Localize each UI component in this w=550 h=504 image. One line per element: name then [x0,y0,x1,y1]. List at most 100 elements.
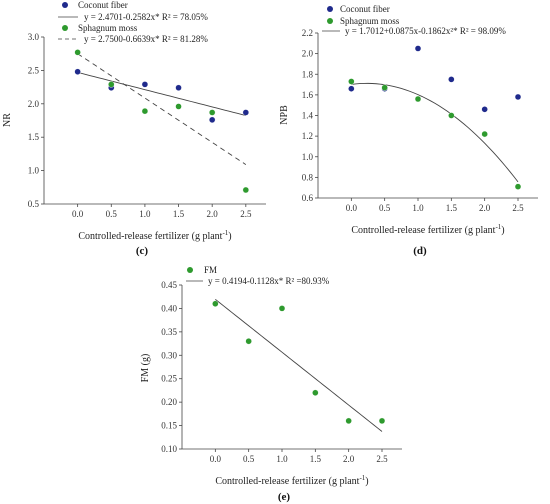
y-tick-label: 2.0 [302,49,314,59]
x-tick-label: 0.5 [379,203,391,213]
data-point-sphagnum-moss [414,95,422,103]
x-tick-label: 0.0 [346,203,358,213]
y-tick-label: 0.20 [161,397,177,407]
fit-line-sphagnum-moss [351,82,519,183]
y-axis-label: FM (g) [140,354,151,383]
y-tick-label: 2.0 [28,99,40,109]
x-axis-label-end: ) [501,225,504,236]
chart-legend: Coconut fiber y = 2.4701-0.2582x* R² = 7… [58,0,208,44]
legend-marker-coconut-fiber [62,2,68,8]
data-point-coconut-fiber [514,93,522,101]
data-point-fm [312,389,319,396]
legend-label-sphagnum-moss: Sphagnum moss [340,16,400,26]
legend-fit-label-sphagnum-moss: y = 1.7012+0.0875x-0.1862x²* R² = 98.09% [345,26,506,36]
y-tick-label: 0.25 [161,374,177,384]
y-tick-label: 1.2 [302,131,313,141]
legend-marker-sphagnum-moss [327,18,333,24]
panel-label: (c) [136,245,149,257]
x-axis-label-end: ) [228,231,231,242]
y-tick-label: 1.5 [28,132,40,142]
y-tick-label: 0.35 [161,327,177,337]
data-point-fm [212,300,219,307]
x-tick-label: 1.0 [412,203,424,213]
legend-label-sphagnum-moss: Sphagnum moss [78,23,138,33]
x-axis-label: Controlled-release fertilizer (g plant-1… [78,229,231,242]
legend-label-coconut-fiber: Coconut fiber [78,0,128,10]
panel-label: (d) [413,245,427,257]
chart-legend: FM y = 0.4194-0.1128x* R² =80.93% [186,265,330,286]
x-tick-label: 2.0 [343,454,355,464]
chart-panel-d: 0.0 0.5 1.0 1.5 2.0 2.5 0.6 0.8 1.0 1.2 1.4 1.6 1.8 2… [279,4,538,257]
x-axis-label: Controlled-release fertilizer (g plant-1… [351,223,504,236]
data-point-fm [278,305,286,312]
data-point-fm [345,417,352,425]
data-point-coconut-fiber [141,81,149,88]
chart-legend: Coconut fiber Sphagnum moss y = 1.7012+0… [322,4,506,36]
data-point-fm [245,338,252,345]
data-point-sphagnum-moss [242,186,250,194]
legend-marker-sphagnum-moss [62,25,68,31]
y-tick-label: 1.6 [302,90,314,100]
x-axis-label-superscript: -1 [359,474,365,482]
x-tick-label: 1.5 [446,203,458,213]
data-point-sphagnum-moss [514,183,522,190]
y-tick-label: 0.6 [302,193,314,203]
legend-fit-label-fm: y = 0.4194-0.1128x* R² =80.93% [208,276,330,286]
data-point-fm [378,417,386,425]
data-point-coconut-fiber [414,45,422,52]
x-axis-label-end: ) [365,476,368,487]
x-axis-label-superscript: -1 [222,229,228,237]
x-axis-label-text: Controlled-release fertilizer (g plant [351,225,495,236]
data-point-sphagnum-moss [348,78,355,85]
fit-line-fm [215,298,383,432]
x-tick-label: 1.5 [173,209,185,219]
panel-label: (e) [278,491,291,503]
x-tick-label: 2.5 [376,454,388,464]
data-point-coconut-fiber [448,76,455,83]
legend-marker-fm [187,267,193,273]
chart-panel-e: 0.0 0.5 1.0 1.5 2.0 2.5 0.10 0.15 0.20 0.25 0.30 0.… [140,265,402,503]
x-axis-label-text: Controlled-release fertilizer (g plant [78,231,222,242]
data-point-coconut-fiber [348,85,355,92]
fit-line-sphagnum-moss [77,53,247,165]
x-axis-label-text: Controlled-release fertilizer (g plant [215,476,359,487]
y-tick-label: 0.40 [161,303,177,313]
chart-panel-c: 0.0 0.5 1.0 1.5 2.0 2.5 0.5 1.0 1.5 2.0 2.5 3.0 Coc… [2,0,266,257]
data-point-coconut-fiber [208,116,216,124]
x-axis-label-superscript: -1 [495,223,501,231]
x-tick-label: 2.5 [240,209,252,219]
data-point-coconut-fiber [242,109,250,116]
y-axis-label: NR [2,113,13,127]
y-tick-label: 2.5 [28,65,40,75]
data-point-sphagnum-moss [381,84,388,91]
data-point-sphagnum-moss [108,81,115,88]
legend-label-fm: FM [204,265,217,275]
y-tick-label: 0.5 [28,199,40,209]
legend-fit-label-sphagnum-moss: y = 2.7500-0.6639x* R² = 81.28% [84,34,208,44]
y-tick-label: 0.10 [161,444,177,454]
data-point-coconut-fiber [74,68,81,75]
y-tick-label: 1.4 [302,111,314,121]
y-tick-label: 1.8 [302,69,314,79]
x-tick-label: 2.5 [512,203,524,213]
data-point-sphagnum-moss [448,112,455,119]
x-tick-label: 1.0 [139,209,151,219]
y-tick-label: 0.8 [302,172,314,182]
y-tick-label: 3.0 [28,32,40,42]
legend-label-coconut-fiber: Coconut fiber [340,4,390,14]
x-tick-label: 1.0 [276,454,288,464]
x-tick-label: 0.5 [106,209,118,219]
y-axis-label: NPB [279,105,290,125]
x-tick-label: 2.0 [207,209,219,219]
data-point-sphagnum-moss [141,107,149,115]
data-point-sphagnum-moss [208,109,216,116]
y-tick-label: 1.0 [28,166,40,176]
x-tick-label: 0.0 [72,209,84,219]
x-tick-label: 1.5 [310,454,322,464]
data-point-coconut-fiber [175,84,182,91]
y-tick-label: 0.30 [161,350,177,360]
data-point-coconut-fiber [481,106,488,113]
x-axis-label: Controlled-release fertilizer (g plant-1… [215,474,368,487]
legend-fit-label-coconut-fiber: y = 2.4701-0.2582x* R² = 78.05% [84,12,208,22]
